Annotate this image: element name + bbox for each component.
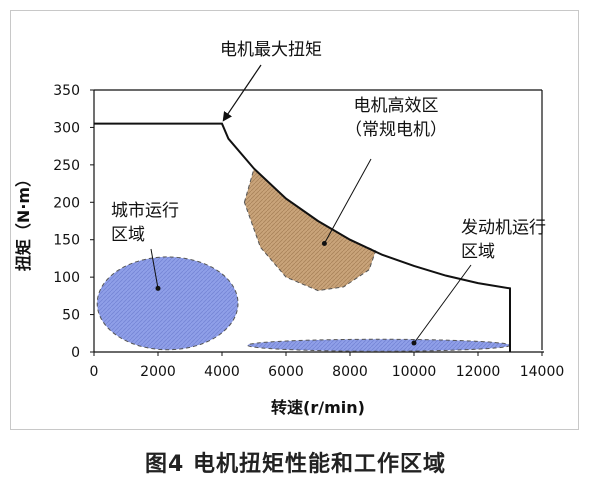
annotation-city-zone: 城市运行区域 [111, 201, 179, 245]
x-tick-label: 14000 [520, 364, 565, 380]
y-tick-label: 250 [53, 158, 80, 174]
annotation-efficiency-zone-pointer [323, 158, 372, 244]
annotation-efficiency-zone-line: 电机高效区 [354, 96, 439, 116]
y-axis-label: 扭矩（N·m） [14, 171, 33, 271]
axes-layer: 0 50 100 150 200 250 300 350 0 2000 4000 6000 8000 10… [14, 83, 564, 417]
annotation-engine-zone-pointer [413, 264, 472, 344]
curve-layer [94, 122, 511, 352]
y-tick-label: 50 [62, 308, 80, 324]
regions-layer [96, 167, 511, 352]
y-tick-label: 150 [53, 233, 80, 249]
y-tick-label: 350 [53, 83, 80, 99]
annotation-engine-zone-dot [411, 340, 417, 346]
figure-caption: 图4 电机扭矩性能和工作区域 [145, 452, 446, 477]
x-tick-label: 8000 [332, 364, 368, 380]
annotation-efficiency-zone-dot [321, 240, 327, 246]
annotation-engine-zone: 发动机运行区域 [461, 218, 546, 262]
annotation-max-torque: 电机最大扭矩 [220, 40, 322, 60]
y-tick-label: 200 [53, 195, 80, 211]
series-0-line [94, 122, 511, 352]
x-tick-label: 2000 [140, 364, 176, 380]
y-tick-label: 0 [71, 345, 80, 361]
x-tick-label: 12000 [456, 364, 501, 380]
annotation-city-zone-line: 城市运行 [111, 201, 179, 221]
annotation-engine-zone-line: 区域 [461, 242, 495, 262]
annotation-city-zone-pointer [150, 248, 159, 289]
region-1-shape [247, 338, 511, 352]
annotation-efficiency-zone: 电机高效区 （常规电机） [345, 96, 447, 140]
annotation-engine-zone-line: 发动机运行 [461, 218, 546, 238]
x-axis-label: 转速(r/min) [271, 398, 365, 417]
torque-chart: 0 50 100 150 200 250 300 350 0 2000 4000 6000 8000 10… [14, 40, 564, 417]
chart-frame: 0 50 100 150 200 250 300 350 0 2000 4000 6000 8000 10… [10, 10, 579, 430]
x-tick-label: 4000 [204, 364, 240, 380]
y-tick-label: 300 [53, 120, 80, 136]
x-tick-label: 10000 [392, 364, 437, 380]
annotation-efficiency-zone-line: （常规电机） [345, 120, 447, 140]
x-tick-label: 6000 [268, 364, 304, 380]
annotation-city-zone-dot [155, 285, 161, 291]
x-tick-label: 0 [90, 364, 99, 380]
region-0-shape [96, 256, 239, 351]
y-tick-label: 100 [53, 270, 80, 286]
annotation-city-zone-line: 区域 [111, 225, 145, 245]
annotation-max-torque-arrow [222, 64, 262, 122]
